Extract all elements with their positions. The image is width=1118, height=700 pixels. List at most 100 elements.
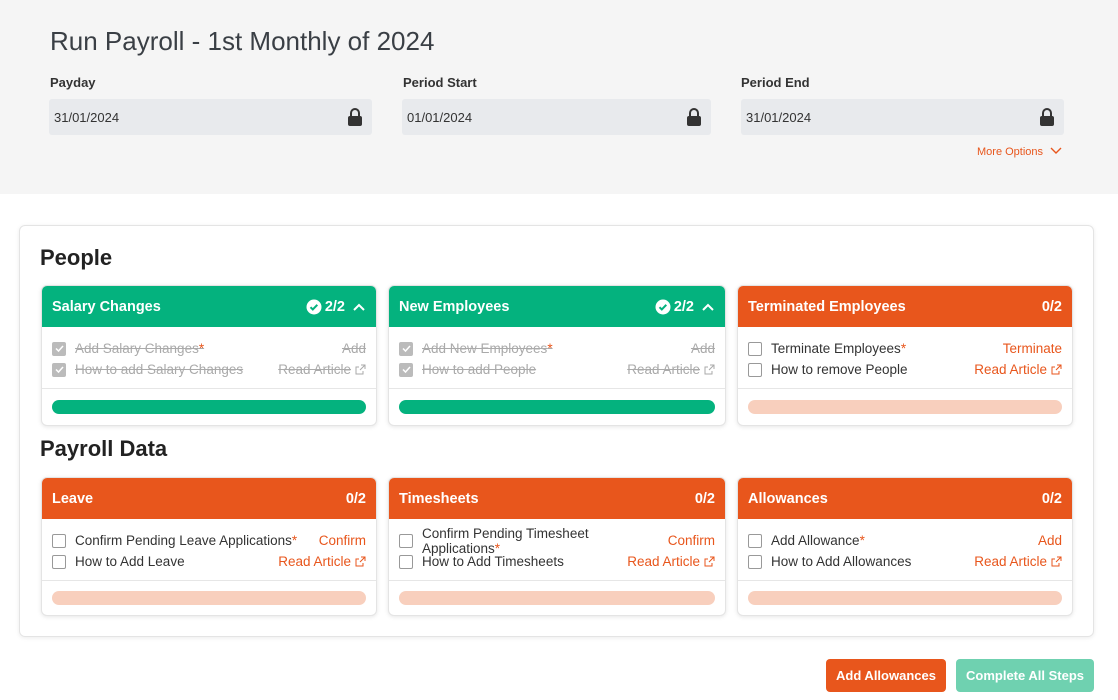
required-mark: * <box>547 341 553 356</box>
checkbox[interactable] <box>399 533 413 548</box>
progress-bar <box>748 591 1062 605</box>
checkbox[interactable] <box>52 362 66 377</box>
task-row: How to add People Read Article <box>399 359 715 380</box>
field-label: Payday <box>50 75 96 90</box>
divider <box>42 388 376 389</box>
task-row: How to add Salary Changes Read Article <box>52 359 366 380</box>
action-text[interactable]: Read Article <box>974 554 1047 569</box>
task-label: Confirm Pending Timesheet Applications* <box>422 526 668 556</box>
task-action[interactable]: Add <box>691 341 715 356</box>
card-count-wrap: 0/2 <box>695 491 715 507</box>
checkbox[interactable] <box>748 341 762 356</box>
action-text[interactable]: Add <box>1037 533 1062 548</box>
action-text[interactable]: Read Article <box>278 554 351 569</box>
card-header: Allowances 0/2 <box>738 478 1072 519</box>
task-card: New Employees 2/2 Add New Employees* Add How… <box>388 285 726 426</box>
task-action[interactable]: Read Article <box>627 362 715 377</box>
task-card: Timesheets 0/2 Confirm Pending Timesheet A… <box>388 477 726 616</box>
task-text: How to Add Timesheets <box>422 554 564 569</box>
action-text[interactable]: Read Article <box>278 362 351 377</box>
action-text[interactable]: Confirm <box>667 533 715 548</box>
field-value: 31/01/2024 <box>746 110 812 125</box>
card-header: New Employees 2/2 <box>389 286 725 327</box>
task-row: How to Add Timesheets Read Article <box>399 551 715 572</box>
card-header: Timesheets 0/2 <box>389 478 725 519</box>
card-title: Terminated Employees <box>748 298 906 315</box>
task-label: How to Add Timesheets <box>422 554 627 569</box>
task-action[interactable]: Terminate <box>1003 341 1062 356</box>
card-count: 0/2 <box>1041 298 1062 315</box>
task-text: Add Salary Changes <box>75 341 199 356</box>
task-text: Confirm Pending Leave Applications <box>75 533 292 548</box>
required-mark: * <box>900 341 907 356</box>
more-options-text[interactable]: More Options <box>977 146 1044 158</box>
action-text[interactable]: Confirm <box>318 533 366 548</box>
task-label: Terminate Employees* <box>771 341 1003 356</box>
task-action[interactable]: Read Article <box>278 554 366 569</box>
divider <box>389 580 725 581</box>
action-text[interactable]: Terminate <box>1002 341 1062 356</box>
action-text[interactable]: Read Article <box>627 554 700 569</box>
task-label: How to Add Leave <box>75 554 278 569</box>
task-card: Salary Changes 2/2 Add Salary Changes* Add H… <box>41 285 377 426</box>
task-label: Add Salary Changes* <box>75 341 342 356</box>
card-count-wrap: 0/2 <box>1042 299 1062 315</box>
task-action[interactable]: Add <box>1038 533 1062 548</box>
card-count-wrap: 2/2 <box>655 299 715 315</box>
task-card: Allowances 0/2 Add Allowance* Add How to Add… <box>737 477 1073 616</box>
date-field: 31/01/2024 <box>49 99 372 135</box>
task-row: How to Add Leave Read Article <box>52 551 366 572</box>
card-title: Allowances <box>748 490 828 507</box>
task-card: Terminated Employees 0/2 Terminate Employe… <box>737 285 1073 426</box>
task-action[interactable]: Read Article <box>627 554 715 569</box>
add-allowances-button[interactable]: Add Allowances <box>826 659 946 692</box>
steps-panel <box>19 225 1094 637</box>
task-text: Confirm Pending Timesheet Applications <box>422 525 589 556</box>
checkbox[interactable] <box>748 533 762 548</box>
task-action[interactable]: Read Article <box>278 362 366 377</box>
task-row: Confirm Pending Leave Applications* Confi… <box>52 530 366 551</box>
progress-bar <box>52 400 366 414</box>
more-options[interactable]: More Options <box>977 146 1062 158</box>
checkbox[interactable] <box>52 533 66 548</box>
task-row: Add New Employees* Add <box>399 338 715 359</box>
field-label: Period Start <box>403 75 477 90</box>
required-mark: * <box>291 533 298 548</box>
field-label: Period End <box>741 75 810 90</box>
action-text[interactable]: Add <box>341 341 366 356</box>
complete-all-button[interactable]: Complete All Steps <box>956 659 1094 692</box>
task-action[interactable]: Read Article <box>974 362 1062 377</box>
task-text: How to Add Leave <box>75 554 185 569</box>
checkbox[interactable] <box>399 341 413 356</box>
task-action[interactable]: Read Article <box>974 554 1062 569</box>
card-title: Leave <box>52 490 94 507</box>
task-action[interactable]: Add <box>342 341 366 356</box>
checkbox[interactable] <box>748 362 762 377</box>
task-label: How to Add Allowances <box>771 554 974 569</box>
card-count: 0/2 <box>694 490 715 507</box>
task-action[interactable]: Confirm <box>668 533 715 548</box>
action-text[interactable]: Read Article <box>974 362 1047 377</box>
action-text[interactable]: Read Article <box>627 362 700 377</box>
checkbox[interactable] <box>52 341 66 356</box>
task-row: Add Allowance* Add <box>748 530 1062 551</box>
header-band: Run Payroll - 1st Monthly of 2024 <box>0 0 1118 194</box>
divider <box>42 580 376 581</box>
checkbox[interactable] <box>52 554 66 569</box>
task-action[interactable]: Confirm <box>319 533 366 548</box>
task-label: How to add Salary Changes <box>75 362 278 377</box>
card-count: 2/2 <box>673 298 694 315</box>
card-count: 2/2 <box>324 298 345 315</box>
checkbox[interactable] <box>399 362 413 377</box>
required-mark: * <box>494 540 501 556</box>
required-mark: * <box>859 533 865 548</box>
date-field: 31/01/2024 <box>741 99 1064 135</box>
card-count-wrap: 2/2 <box>306 299 366 315</box>
card-title: Salary Changes <box>52 298 161 315</box>
divider <box>738 388 1072 389</box>
checkbox[interactable] <box>748 554 762 569</box>
card-title: Timesheets <box>399 490 479 507</box>
checkbox[interactable] <box>399 554 413 569</box>
action-text[interactable]: Add <box>690 341 715 356</box>
